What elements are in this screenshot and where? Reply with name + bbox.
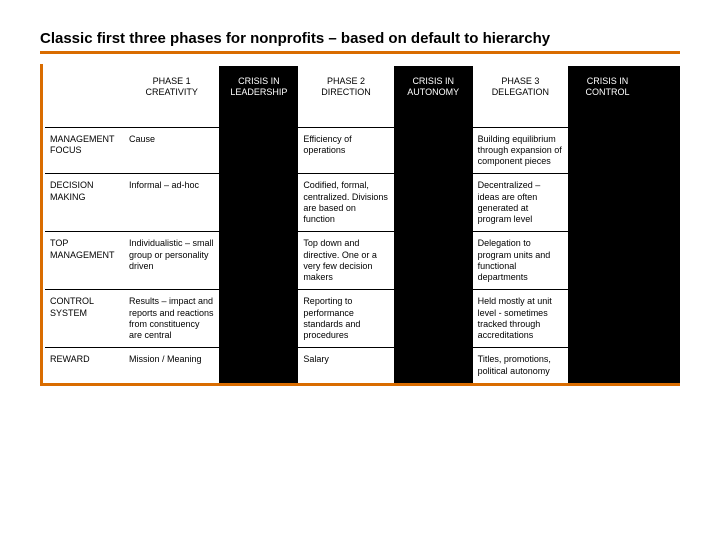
cell-p2: Salary [298, 348, 393, 383]
row-label: CONTROL SYSTEM [45, 290, 124, 348]
crisis-leadership: CRISIS IN LEADERSHIP [219, 66, 298, 383]
cell-p2: Codified, formal, centralized. Divisions… [298, 174, 393, 232]
cell-p3: Decentralized – ideas are often generate… [473, 174, 568, 232]
cell-p3: Building equilibrium through expansion o… [473, 127, 568, 174]
phases-table: PHASE 1 CREATIVITY CRISIS IN LEADERSHIP … [45, 66, 680, 383]
cell-p1: Mission / Meaning [124, 348, 219, 383]
row-label: MANAGEMENT FOCUS [45, 127, 124, 174]
page-title: Classic first three phases for nonprofit… [40, 30, 680, 47]
cell-p1: Cause [124, 127, 219, 174]
header-row: PHASE 1 CREATIVITY CRISIS IN LEADERSHIP … [45, 66, 680, 127]
phase2-header: PHASE 2 DIRECTION [298, 66, 393, 127]
row-label: DECISION MAKING [45, 174, 124, 232]
phase1-header: PHASE 1 CREATIVITY [124, 66, 219, 127]
cell-p1: Individualistic – small group or persona… [124, 232, 219, 290]
cell-p2: Reporting to performance standards and p… [298, 290, 393, 348]
phase3-header: PHASE 3 DELEGATION [473, 66, 568, 127]
cell-p1: Informal – ad-hoc [124, 174, 219, 232]
row-label: TOP MANAGEMENT [45, 232, 124, 290]
title-underline [40, 51, 680, 54]
row-label: REWARD [45, 348, 124, 383]
cell-p2: Efficiency of operations [298, 127, 393, 174]
header-blank [45, 66, 124, 127]
cell-p2: Top down and directive. One or a very fe… [298, 232, 393, 290]
end-black [647, 66, 680, 383]
crisis-autonomy: CRISIS IN AUTONOMY [394, 66, 473, 383]
crisis-control: CRISIS IN CONTROL [568, 66, 647, 383]
table-wrap: PHASE 1 CREATIVITY CRISIS IN LEADERSHIP … [40, 64, 680, 386]
cell-p1: Results – impact and reports and reactio… [124, 290, 219, 348]
cell-p3: Titles, promotions, political autonomy [473, 348, 568, 383]
cell-p3: Held mostly at unit level - sometimes tr… [473, 290, 568, 348]
cell-p3: Delegation to program units and function… [473, 232, 568, 290]
